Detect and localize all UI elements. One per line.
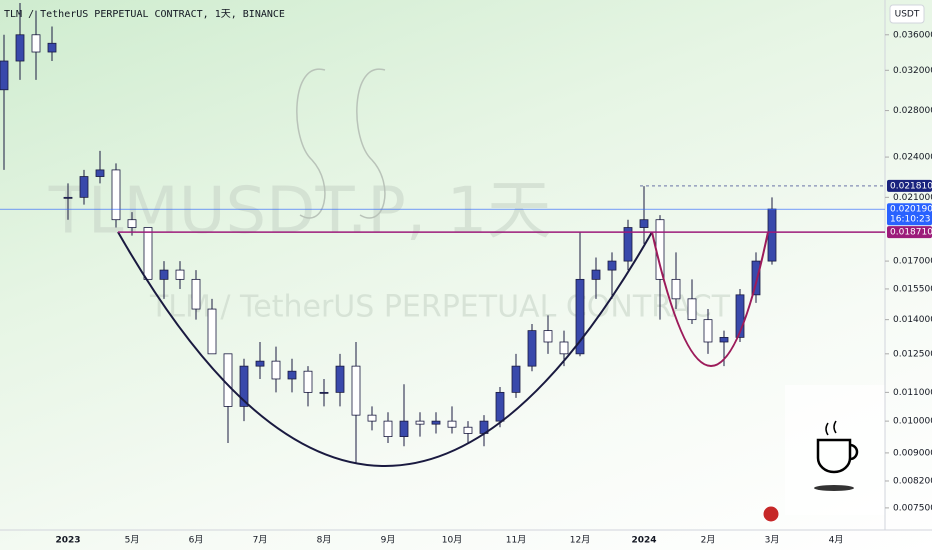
candle-body: [415, 420, 425, 425]
candle-body: [559, 341, 569, 355]
candle-body: [303, 370, 313, 393]
y-tick-label: 0.009000: [893, 448, 932, 458]
candle-body: [335, 365, 345, 393]
currency-label: USDT: [895, 10, 920, 20]
candle-body: [319, 391, 329, 394]
y-tick-label: 0.008200: [893, 476, 932, 486]
candle-body: [175, 269, 185, 280]
plot-area: [0, 3, 777, 464]
x-tick-label: 2月: [701, 535, 716, 546]
y-tick-label: 0.012500: [893, 349, 932, 359]
candle-body: [287, 370, 297, 380]
y-tick-label: 0.010000: [893, 417, 932, 427]
candle-body: [63, 196, 73, 199]
candle-body: [271, 360, 281, 380]
x-tick-label: 11月: [506, 535, 526, 546]
icon-panel: [785, 385, 885, 515]
candle-body: [431, 420, 441, 425]
logo-stroke: [356, 68, 386, 219]
candle-body: [159, 269, 169, 280]
candle-body: [207, 308, 217, 355]
x-tick-label: 8月: [317, 535, 332, 546]
x-tick-label: 4月: [829, 535, 844, 546]
x-tick-label: 10月: [442, 535, 462, 546]
coffee-steam: [825, 420, 837, 436]
y-tick-label: 0.014000: [893, 315, 932, 325]
candle-body: [191, 278, 201, 310]
candle-body: [239, 365, 249, 407]
candle-body: [751, 260, 761, 296]
y-tick-label: 0.011000: [893, 388, 932, 398]
candle-body: [399, 420, 409, 437]
x-tick-label: 12月: [570, 535, 590, 546]
candle-body: [639, 219, 649, 228]
price-label: 0.018710: [890, 228, 932, 238]
candle-body: [575, 278, 585, 355]
candle-body: [0, 60, 9, 91]
y-tick-label: 0.036000: [893, 30, 932, 40]
coffee-shadow: [814, 485, 854, 491]
candle-body: [735, 294, 745, 338]
candle-body: [447, 420, 457, 428]
x-tick-label: 2023: [55, 536, 80, 546]
y-tick-label: 0.032000: [893, 66, 932, 76]
handle-drawing: [651, 231, 769, 367]
countdown: 16:10:23: [890, 215, 930, 225]
x-tick-label: 3月: [765, 535, 780, 546]
candle-body: [719, 336, 729, 343]
coffee-icon: [816, 438, 859, 474]
candle-body: [95, 169, 105, 177]
candle-body: [527, 330, 537, 367]
price-label: 0.020190: [890, 205, 932, 215]
candle-body: [671, 278, 681, 300]
x-tick-label: 5月: [125, 535, 140, 546]
chart-title: TLM / TetherUS PERPETUAL CONTRACT, 1天, B…: [4, 9, 285, 20]
candle-body: [79, 176, 89, 198]
candle-body: [15, 34, 25, 62]
x-tick-label: 2024: [631, 536, 656, 546]
y-tick-label: 0.007500: [893, 503, 932, 513]
candle-body: [623, 227, 633, 262]
cup-drawing: [117, 231, 653, 467]
candle-body: [47, 42, 57, 53]
watermark-subtitle: TLM / TetherUS PERPETUAL CONTRACT: [149, 290, 731, 325]
candle-body: [351, 365, 361, 416]
y-tick-label: 0.015500: [893, 284, 932, 294]
y-tick-label: 0.028000: [893, 106, 932, 116]
candle-body: [687, 298, 697, 321]
candle-body: [543, 330, 553, 343]
currency-box[interactable]: [889, 4, 925, 24]
candle-body: [655, 219, 665, 280]
x-tick-label: 6月: [189, 535, 204, 546]
candle-body: [223, 353, 233, 407]
candle-body: [31, 34, 41, 53]
candle-body: [511, 365, 521, 393]
watermark: TLMUSDT.P, 1天: [48, 175, 552, 249]
candle-body: [255, 360, 265, 367]
y-tick-label: 0.017000: [893, 257, 932, 267]
candle-body: [143, 227, 153, 280]
price-badge: [887, 179, 932, 192]
y-tick-label: 0.024000: [893, 153, 932, 163]
candle-body: [767, 208, 777, 262]
candle-body: [607, 260, 617, 271]
candle-body: [383, 420, 393, 437]
candle-body: [367, 414, 377, 422]
logo-stroke: [296, 68, 326, 219]
x-tick-label: 7月: [253, 535, 268, 546]
candle-body: [495, 391, 505, 422]
y-tick-label: 0.021000: [893, 193, 932, 203]
candle-body: [111, 169, 121, 221]
flag-icon[interactable]: [762, 505, 780, 523]
candle-body: [703, 319, 713, 343]
x-tick-label: 9月: [381, 535, 396, 546]
price-label: 0.021810: [890, 181, 932, 191]
candle-body: [463, 426, 473, 434]
candle-body: [591, 269, 601, 280]
price-badge: [887, 203, 932, 226]
price-badge: [887, 226, 932, 239]
candle-body: [127, 219, 137, 228]
